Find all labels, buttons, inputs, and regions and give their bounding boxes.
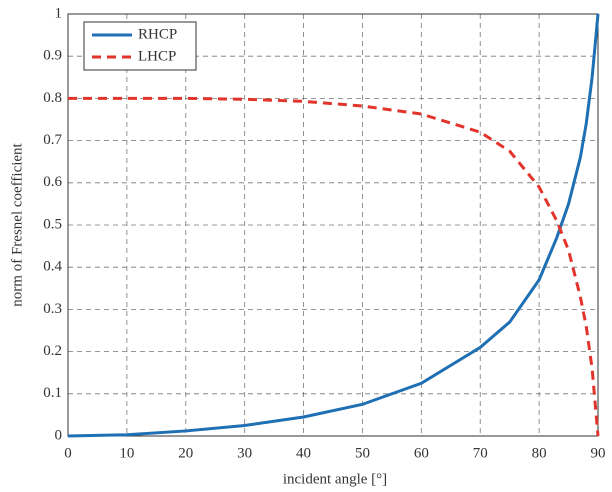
plot-frame [67,13,599,437]
x-tick-label: 40 [296,445,311,461]
legend-label: RHCP [138,26,177,42]
x-tick-label: 60 [414,445,429,461]
y-tick-label: 0.5 [43,216,62,232]
y-tick-label: 0.2 [43,343,62,359]
x-tick-label: 0 [64,445,72,461]
y-tick-label: 0 [55,427,63,443]
y-tick-label: 0.8 [43,90,62,106]
y-tick-label: 1 [55,5,63,21]
y-tick-label: 0.7 [43,132,62,148]
y-tick-label: 0.1 [43,385,62,401]
legend-box [83,21,197,71]
x-tick-label: 10 [119,445,134,461]
x-tick-label: 90 [591,445,606,461]
series-line [67,13,600,438]
x-tick-label: 70 [473,445,488,461]
x-tick-label: 30 [237,445,252,461]
x-tick-label: 20 [178,445,193,461]
y-tick-label: 0.3 [43,301,62,317]
x-tick-label: 50 [355,445,370,461]
x-tick-label: 80 [532,445,547,461]
y-tick-label: 0.6 [43,174,62,190]
legend-label: LHCP [138,48,176,64]
y-axis-label: norm of Fresnel coefficient [9,142,25,306]
y-tick-label: 0.4 [43,259,62,275]
y-tick-label: 0.9 [43,48,62,64]
series-line [68,96,600,437]
x-axis-label: incident angle [°] [283,471,387,487]
